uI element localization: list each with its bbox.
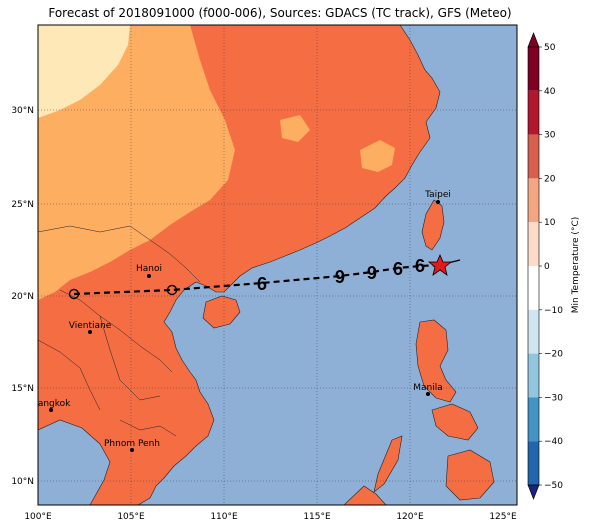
land-mindanao: [445, 449, 495, 501]
colorbar-tick-label: 40: [544, 87, 556, 97]
land-taiwan: [421, 199, 445, 251]
city-dot-taipei: [436, 200, 440, 204]
colorbar: 50 40 30 20 10 0 −10 −20 −30 −40 −50: [527, 32, 563, 500]
tropical-cyclone-icon: 𝟔: [393, 259, 403, 280]
colorbar-tick-label: 50: [544, 43, 556, 53]
tropical-cyclone-icon: 𝟗: [367, 263, 377, 284]
colorbar-tick-label: −50: [544, 481, 563, 491]
lon-label: 120°E: [396, 512, 424, 522]
tropical-cyclone-icon: 𝟗: [335, 267, 345, 288]
city-dot-phnom-penh: [130, 448, 134, 452]
colorbar-tick-label: −10: [544, 306, 563, 316]
city-dot-manila: [426, 392, 430, 396]
colorbar-tick-label: 10: [544, 218, 556, 228]
land-luzon: [415, 319, 457, 403]
map-frame: [37, 24, 518, 506]
colorbar-segment: [528, 353, 539, 398]
colorbar-segment: [528, 266, 539, 310]
city-label-bangkok: Bangkok: [32, 399, 72, 409]
city-label-phnom-penh: Phnom Penh: [104, 439, 160, 449]
lon-label: 105°E: [117, 512, 145, 522]
colorbar-tick-label: 20: [544, 174, 556, 184]
open-circle-icon: [68, 288, 80, 300]
lat-label: 25°N: [11, 200, 34, 210]
colorbar-segment: [528, 90, 539, 135]
colorbar-label: Min Temperature (°C): [571, 217, 581, 314]
city-label-vientiane: Vientiane: [69, 321, 112, 331]
lon-label: 115°E: [303, 512, 331, 522]
tropical-cyclone-icon: 𝟔: [415, 256, 425, 277]
lat-label: 20°N: [11, 292, 34, 302]
lat-label: 30°N: [11, 106, 34, 116]
colorbar-segment: [528, 309, 539, 354]
colorbar-segment: [528, 134, 539, 179]
colorbar-segment: [528, 178, 539, 223]
land-mild-patch: [360, 140, 395, 172]
city-dot-bangkok: [49, 408, 53, 412]
land-mild-patch-2: [280, 115, 310, 142]
colorbar-segment: [528, 222, 539, 266]
map-graticule: [38, 25, 517, 505]
track-line: [73, 263, 441, 296]
cyclone-track: 𝟔 𝟗 𝟗 𝟔 𝟔: [68, 253, 461, 300]
colorbar-segment: [528, 441, 539, 485]
land-visayas: [431, 403, 479, 441]
colorbar-extend-min: [527, 484, 540, 500]
city-dot-hanoi: [147, 274, 151, 278]
lat-label: 10°N: [11, 477, 34, 487]
city-label-taipei: Taipei: [424, 190, 451, 200]
lon-label: 100°E: [24, 512, 52, 522]
colorbar-tick-label: 30: [544, 131, 556, 141]
country-borders: [38, 225, 201, 437]
land-hainan: [202, 295, 241, 329]
open-circle-icon: [166, 284, 178, 296]
colorbar-tick-label: −30: [544, 393, 563, 403]
colorbar-segment: [528, 397, 539, 442]
land-palawan: [373, 435, 403, 493]
red-star-icon: [427, 253, 453, 276]
colorbar-tick-label: 0: [544, 262, 550, 272]
gulf-of-thailand: [38, 419, 111, 505]
lon-label: 125°E: [489, 512, 517, 522]
lat-label: 15°N: [11, 384, 34, 394]
city-dot-vientiane: [88, 330, 92, 334]
city-label-hanoi: Hanoi: [136, 264, 162, 274]
colorbar-segment: [528, 47, 539, 91]
colorbar-extend-max: [527, 32, 540, 48]
map-area: 𝟔 𝟗 𝟗 𝟔 𝟔 Taipei Hanoi Vientiane Manila …: [32, 25, 517, 505]
colorbar-tick-label: −40: [544, 437, 563, 447]
city-markers: Taipei Hanoi Vientiane Manila Bangkok Ph…: [32, 190, 451, 452]
tropical-cyclone-icon: 𝟔: [257, 274, 267, 295]
map-title: Forecast of 2018091000 (f000-006), Sourc…: [48, 6, 512, 20]
city-label-manila: Manila: [413, 383, 443, 393]
lon-axis-labels: 100°E 105°E 110°E 115°E 120°E 125°E: [24, 512, 517, 522]
lat-axis-labels: 30°N 25°N 20°N 15°N 10°N: [11, 106, 34, 487]
land-borneo: [343, 485, 387, 505]
lon-label: 110°E: [210, 512, 238, 522]
land-cool-zone: [38, 25, 130, 118]
colorbar-tick-label: −20: [544, 350, 563, 360]
